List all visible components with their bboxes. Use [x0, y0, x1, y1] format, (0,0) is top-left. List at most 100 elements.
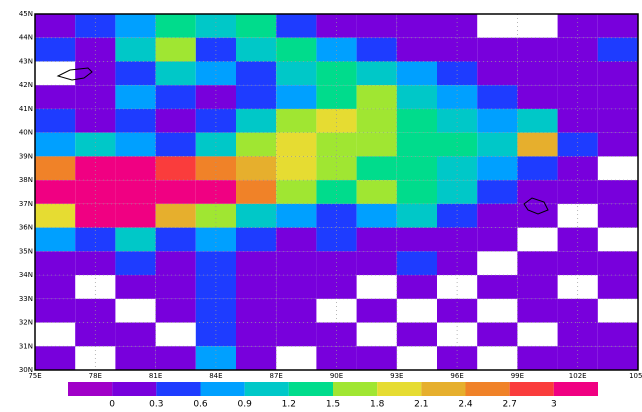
colorbar-box	[377, 382, 422, 396]
cell	[396, 14, 437, 38]
y-tick-label: 45N	[19, 10, 33, 18]
cell	[75, 251, 116, 276]
cell	[236, 203, 277, 228]
y-tick-label: 36N	[19, 224, 33, 232]
cell	[195, 14, 236, 38]
cell	[316, 156, 357, 181]
colorbar-box	[288, 382, 333, 396]
cell	[597, 132, 638, 157]
cell	[276, 298, 317, 323]
cell	[437, 85, 478, 109]
colorbar-label: 1.2	[282, 400, 296, 410]
cell	[236, 251, 277, 276]
cell	[356, 37, 397, 62]
cell	[597, 108, 638, 133]
cell	[396, 203, 437, 228]
cell	[437, 61, 478, 86]
colorbar-label: 0	[109, 400, 115, 410]
cell	[75, 180, 116, 204]
cell	[517, 108, 558, 133]
cell	[356, 203, 397, 228]
x-tick-label: 81E	[149, 372, 162, 380]
cell	[396, 251, 437, 276]
cell	[437, 108, 478, 133]
cell	[396, 275, 437, 299]
cell	[75, 227, 116, 252]
cell	[437, 251, 478, 276]
cell	[276, 322, 317, 347]
cell	[115, 203, 156, 228]
cell	[155, 275, 196, 299]
cell	[517, 156, 558, 181]
cell	[35, 298, 76, 323]
y-tick-label: 33N	[19, 295, 33, 303]
cell	[115, 180, 156, 204]
colorbar-box	[200, 382, 245, 396]
cell	[477, 61, 518, 86]
cell	[236, 180, 277, 204]
y-tick-label: 31N	[19, 342, 33, 350]
cell	[155, 14, 196, 38]
cell	[155, 85, 196, 109]
cell	[597, 37, 638, 62]
cell	[316, 251, 357, 276]
cell	[276, 180, 317, 204]
colorbar-label: 0.6	[193, 400, 208, 410]
cell	[597, 275, 638, 299]
cell	[437, 14, 478, 38]
axis-labels: 75E 78E 81E 84E 87E 90E 93E 96E 99E 102E 105E 30N 31…	[19, 10, 642, 380]
y-tick-label: 38N	[19, 176, 33, 184]
cell	[597, 322, 638, 347]
cell	[276, 14, 317, 38]
cell	[477, 275, 518, 299]
cell	[195, 180, 236, 204]
cell	[115, 275, 156, 299]
cell	[115, 156, 156, 181]
cell	[155, 180, 196, 204]
cell	[195, 156, 236, 181]
cell	[437, 156, 478, 181]
cell	[155, 156, 196, 181]
colorbar: 0 0.3 0.6 0.9 1.2 1.5 1.8 2.1 2.4 2.7 3	[68, 382, 598, 410]
cell	[437, 132, 478, 157]
colorbar-box	[421, 382, 466, 396]
cell	[477, 108, 518, 133]
y-tick-label: 44N	[19, 34, 33, 42]
cell	[477, 132, 518, 157]
cell	[396, 322, 437, 347]
cell	[517, 180, 558, 204]
cell	[396, 180, 437, 204]
cell	[557, 61, 598, 86]
x-tick-label: 90E	[330, 372, 343, 380]
cell	[517, 85, 558, 109]
cell	[35, 156, 76, 181]
cell	[276, 251, 317, 276]
colorbar-box	[68, 382, 113, 396]
cell	[155, 132, 196, 157]
cell	[35, 180, 76, 204]
cell	[356, 298, 397, 323]
cell	[75, 156, 116, 181]
cell	[236, 275, 277, 299]
colorbar-label: 3	[551, 400, 557, 410]
cell	[276, 61, 317, 86]
lake-outline	[56, 67, 93, 81]
cell	[195, 108, 236, 133]
x-tick-label: 93E	[390, 372, 403, 380]
cell	[597, 180, 638, 204]
cell	[396, 132, 437, 157]
cell	[477, 227, 518, 252]
cell	[597, 203, 638, 228]
x-tick-label: 75E	[28, 372, 41, 380]
colorbar-box	[112, 382, 157, 396]
cell	[75, 61, 116, 86]
y-tick-label: 42N	[19, 81, 33, 89]
colorbar-label: 2.4	[458, 400, 473, 410]
y-tick-label: 37N	[19, 200, 33, 208]
cell	[316, 227, 357, 252]
cell	[477, 322, 518, 347]
cell	[115, 108, 156, 133]
cell	[155, 37, 196, 62]
cell	[236, 14, 277, 38]
colorbar-label: 2.1	[414, 400, 428, 410]
